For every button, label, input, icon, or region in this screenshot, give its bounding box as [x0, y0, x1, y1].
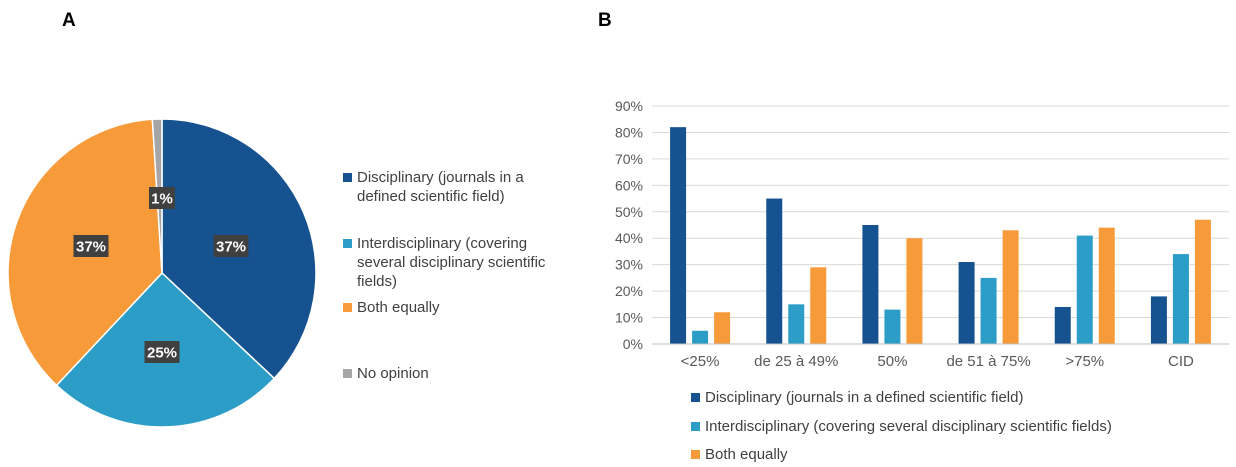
legend-swatch: [691, 450, 700, 459]
legend-swatch: [343, 239, 352, 248]
bar-legend-item-disciplinary: Disciplinary (journals in a defined scie…: [691, 389, 1023, 406]
pie-label-box-both: [73, 235, 109, 257]
y-tick-label: 40%: [615, 230, 643, 246]
pie-legend-item-interdisciplinary: Interdisciplinary (covering several disc…: [343, 234, 562, 291]
bar-disciplinary: [862, 225, 879, 344]
bar-disciplinary: [1054, 306, 1071, 344]
y-tick-label: 0%: [623, 336, 643, 352]
legend-swatch: [691, 393, 700, 402]
x-tick-label: de 51 à 75%: [946, 353, 1030, 370]
x-tick-label: CID: [1168, 353, 1194, 370]
y-tick-label: 70%: [615, 151, 643, 167]
legend-swatch: [343, 173, 352, 182]
x-tick-label: 50%: [877, 353, 907, 370]
y-tick-label: 10%: [615, 310, 643, 326]
bar-both: [1002, 230, 1019, 344]
bar-interdisciplinary: [980, 277, 997, 344]
bar-interdisciplinary: [884, 309, 901, 344]
bar-legend-label-interdisciplinary: Interdisciplinary (covering several disc…: [705, 418, 1112, 435]
bar-interdisciplinary: [788, 304, 805, 344]
pie-label-box-interdisciplinary: [144, 341, 180, 363]
pie-legend-label-interdisciplinary: Interdisciplinary (covering several disc…: [357, 235, 546, 290]
legend-swatch: [691, 422, 700, 431]
y-tick-label: 20%: [615, 283, 643, 299]
pie-data-label-no-opinion: 1%: [151, 191, 173, 208]
panel-label-a: A: [62, 10, 76, 31]
y-tick-label: 80%: [615, 124, 643, 140]
y-tick-label: 60%: [615, 177, 643, 193]
pie-label-box-disciplinary: [213, 235, 249, 257]
legend-swatch: [343, 303, 352, 312]
bar-interdisciplinary: [692, 330, 709, 344]
bar-both: [906, 238, 923, 344]
pie-legend-item-disciplinary: Disciplinary (journals in a defined scie…: [343, 168, 562, 206]
legend-swatch: [343, 369, 352, 378]
pie-legend-label-both: Both equally: [357, 299, 440, 316]
bar-both: [1194, 219, 1211, 344]
bar-legend-label-both: Both equally: [705, 446, 788, 463]
pie-legend-label-disciplinary: Disciplinary (journals in a defined scie…: [357, 169, 524, 205]
bar-both: [714, 312, 731, 344]
y-tick-label: 90%: [615, 98, 643, 114]
bar-disciplinary: [766, 198, 783, 344]
bar-both: [810, 267, 827, 344]
pie-label-box-no-opinion: [149, 187, 175, 209]
pie-legend-item-both: Both equally: [343, 298, 562, 317]
bar-legend-item-both: Both equally: [691, 446, 788, 463]
x-tick-label: <25%: [681, 353, 720, 370]
bar-disciplinary: [1150, 296, 1167, 344]
pie-legend-item-no-opinion: No opinion: [343, 364, 562, 383]
bar-legend-item-interdisciplinary: Interdisciplinary (covering several disc…: [691, 418, 1112, 435]
bar-interdisciplinary: [1076, 235, 1093, 344]
x-tick-label: >75%: [1065, 353, 1104, 370]
bar-disciplinary: [670, 127, 687, 345]
pie-legend-label-no-opinion: No opinion: [357, 365, 429, 382]
y-tick-label: 30%: [615, 257, 643, 273]
panel-label-b: B: [598, 10, 612, 31]
pie-data-label-disciplinary: 37%: [216, 239, 246, 256]
bar-legend-label-disciplinary: Disciplinary (journals in a defined scie…: [705, 389, 1024, 406]
bar-disciplinary: [958, 262, 975, 344]
bar-both: [1098, 227, 1115, 344]
y-tick-label: 50%: [615, 204, 643, 220]
x-tick-label: de 25 à 49%: [754, 353, 838, 370]
pie-data-label-interdisciplinary: 25%: [147, 345, 177, 362]
pie-data-label-both: 37%: [76, 239, 106, 256]
bar-interdisciplinary: [1172, 254, 1189, 344]
